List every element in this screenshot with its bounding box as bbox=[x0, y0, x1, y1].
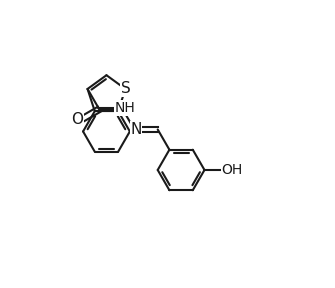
Text: NH: NH bbox=[115, 101, 135, 115]
Text: O: O bbox=[72, 112, 84, 127]
Text: OH: OH bbox=[221, 163, 243, 177]
Text: S: S bbox=[121, 82, 130, 96]
Text: N: N bbox=[130, 122, 142, 137]
